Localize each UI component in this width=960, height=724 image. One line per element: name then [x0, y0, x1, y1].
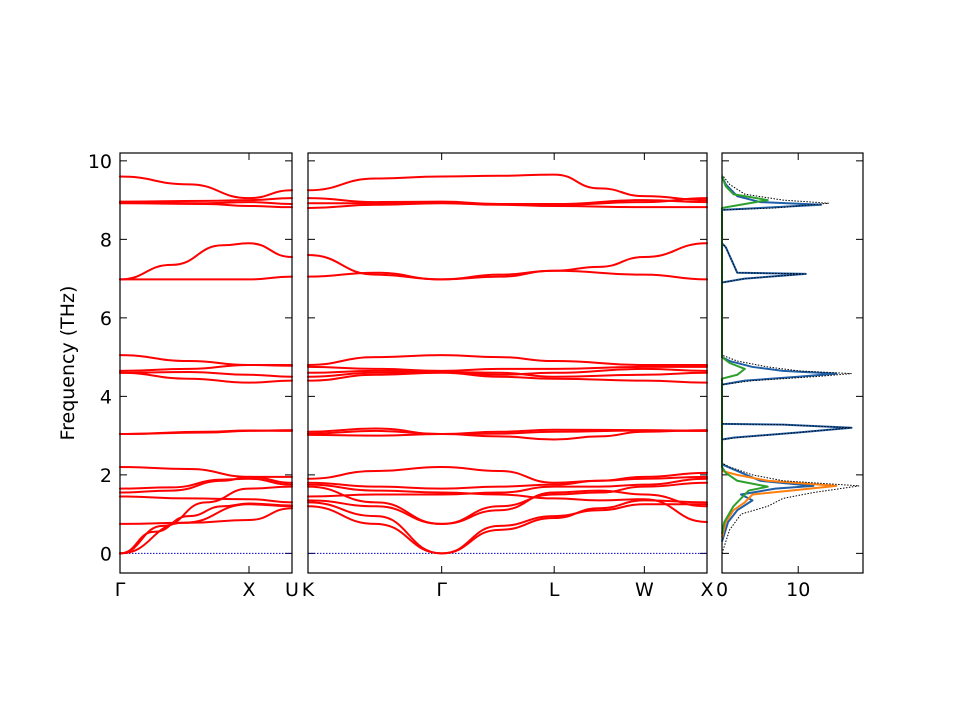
y-tick-label: 0 — [100, 543, 112, 565]
band-11 — [119, 371, 293, 378]
dos-series-3 — [721, 174, 860, 554]
x-tick-label: W — [635, 579, 654, 601]
band-3 — [307, 481, 708, 525]
band-13 — [119, 354, 293, 366]
band-1 — [119, 502, 293, 555]
dos-series-2 — [721, 176, 769, 534]
band-7 — [119, 466, 293, 478]
x-tick-label: L — [549, 579, 560, 601]
band-17 — [307, 242, 708, 281]
band-10 — [307, 429, 708, 437]
band-12 — [307, 371, 708, 378]
band-19 — [119, 175, 293, 200]
band-9 — [307, 427, 708, 441]
x-tick-label: K — [302, 579, 315, 601]
band-16 — [307, 269, 708, 281]
x-tick-label: Γ — [436, 579, 447, 601]
panel-2: 0 10 — [716, 152, 864, 601]
x-tick-label: U — [285, 579, 299, 601]
panel-frame — [307, 152, 708, 574]
y-tick-label: 4 — [100, 386, 112, 408]
dos-series-1 — [721, 469, 838, 538]
band-14 — [119, 275, 293, 281]
band-5 — [307, 483, 708, 523]
band-1 — [307, 499, 708, 555]
band-6 — [307, 475, 708, 490]
band-2 — [307, 485, 708, 525]
band-2 — [119, 485, 293, 555]
band-10 — [119, 371, 293, 384]
band-0 — [307, 503, 708, 555]
y-axis-label: Frequency (THz) — [57, 286, 79, 441]
y-tick-label: 6 — [100, 308, 112, 330]
band-15 — [307, 354, 708, 366]
band-4 — [307, 477, 708, 498]
y-tick-label: 2 — [100, 465, 112, 487]
band-15 — [119, 242, 293, 281]
band-11 — [307, 371, 708, 384]
band-6 — [119, 477, 293, 490]
band-4 — [119, 495, 293, 504]
band-14 — [307, 365, 708, 372]
band-20 — [307, 197, 708, 206]
band-21 — [307, 173, 708, 202]
panel-frame — [119, 152, 293, 574]
x-tick-label: Γ — [115, 579, 126, 601]
band-9 — [119, 429, 293, 436]
band-13 — [307, 367, 708, 376]
panel-frame — [721, 152, 864, 574]
panel-0: 0 2 4 6 8 10 Γ X U — [88, 151, 299, 601]
y-tick-label: 8 — [100, 229, 112, 251]
band-7 — [307, 466, 708, 484]
y-tick-label: 10 — [88, 151, 112, 173]
band-18 — [119, 197, 293, 203]
x-tick-label: X — [700, 579, 713, 601]
band-17 — [119, 201, 293, 206]
x-tick-label: X — [242, 579, 255, 601]
band-3 — [119, 507, 293, 525]
x-tick-label: 10 — [786, 579, 810, 601]
x-tick-label: 0 — [716, 579, 728, 601]
band-5 — [119, 475, 293, 494]
